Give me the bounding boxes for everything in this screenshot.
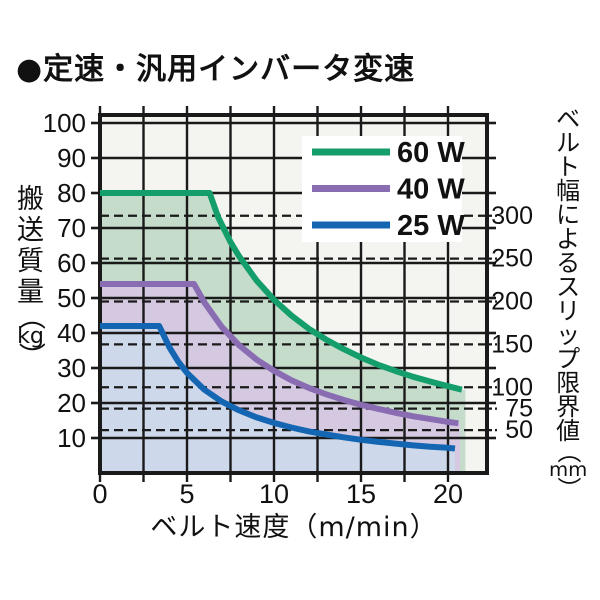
curve-40w [100, 281, 459, 427]
y-tick-label: 40 [57, 318, 86, 348]
y-tick-label: 50 [57, 283, 86, 313]
paren-open: （ [554, 439, 583, 464]
axis-title-char: よ [556, 225, 581, 253]
axis-title-char: 送 [17, 215, 44, 246]
axis-title-char: ル [556, 129, 581, 157]
axis-title-char: ベ [556, 105, 581, 133]
axis-title-char: 値 [556, 417, 581, 445]
x-axis-title: ベルト速度（m/min） [150, 512, 438, 543]
y-tick-label: 80 [57, 178, 86, 208]
y-tick-label: 20 [57, 388, 86, 418]
y2-tick-label: 150 [491, 330, 533, 358]
y-tick-label: 90 [57, 143, 86, 173]
axis-title-char: 界 [556, 393, 581, 421]
axis-title-char: リ [556, 297, 581, 325]
axis-title-char: 量 [17, 277, 44, 308]
legend-label: 25 W [397, 210, 465, 242]
y2-tick-label: 75 [505, 395, 533, 423]
y2-tick-label: 250 [491, 245, 533, 273]
y-tick-label: 60 [57, 248, 86, 278]
x-tick-label: 20 [433, 479, 463, 509]
area-fill-25w [100, 326, 455, 473]
y-tick-label: 70 [57, 213, 86, 243]
curve-60w [100, 190, 463, 393]
legend-label: 40 W [397, 174, 465, 206]
legend-label: 60 W [397, 137, 465, 169]
paren-close: ） [554, 476, 583, 501]
y2-tick-label: 100 [491, 373, 533, 401]
axis-title-char: ス [556, 273, 581, 301]
y2-axis-title: ベルト幅によるスリップ限界値（mm） [549, 105, 588, 501]
axis-title-char: ッ [556, 321, 581, 349]
axis-title-char: プ [556, 345, 581, 373]
x-tick-label: 0 [92, 479, 107, 509]
axis-title-char: ト [556, 153, 581, 181]
axis-title-char: 限 [556, 369, 581, 397]
axis-title-char: 搬 [17, 184, 44, 215]
plot-frame [98, 113, 489, 475]
axis-title-char: る [556, 249, 581, 277]
axis-title-char: 質 [17, 246, 44, 277]
x-tick-label: 10 [259, 479, 289, 509]
y-tick-label: 10 [57, 423, 86, 453]
curve-25w [100, 323, 456, 452]
unit-text: mm [549, 458, 588, 481]
y-axis-title: 搬送質量（kg） [15, 184, 46, 369]
y2-tick-label: 200 [491, 288, 533, 316]
y2-tick-label: 300 [491, 202, 533, 230]
axis-title-char: 幅 [556, 177, 581, 205]
y-tick-label: 30 [57, 353, 86, 383]
paren-close: ） [15, 342, 46, 370]
unit-text: kg [17, 323, 44, 349]
page-title: ●定速・汎用インバータ変速 [16, 52, 416, 87]
x-tick-label: 5 [179, 479, 194, 509]
y-tick-label: 100 [43, 108, 86, 138]
y2-tick-label: 50 [505, 416, 533, 444]
paren-open: （ [15, 303, 46, 330]
axis-title-char: に [556, 201, 581, 229]
x-tick-label: 15 [346, 479, 376, 509]
